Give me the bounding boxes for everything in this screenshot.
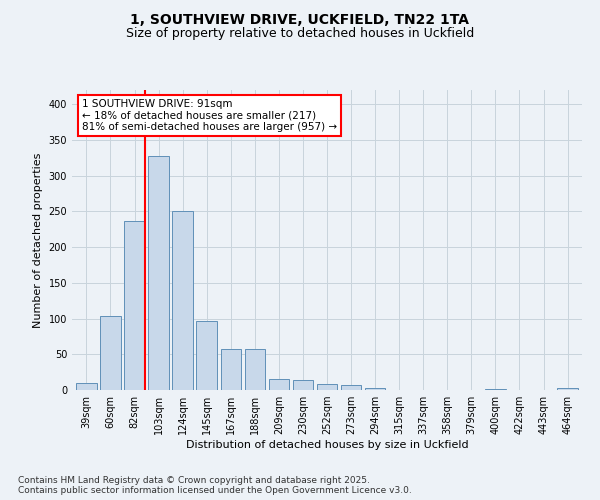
Bar [172,212,193,390]
Text: Size of property relative to detached houses in Uckfield: Size of property relative to detached ho… [126,28,474,40]
Bar [269,380,289,390]
Bar [245,348,265,390]
Text: 1, SOUTHVIEW DRIVE, UCKFIELD, TN22 1TA: 1, SOUTHVIEW DRIVE, UCKFIELD, TN22 1TA [131,12,470,26]
Bar [124,220,145,390]
Y-axis label: Number of detached properties: Number of detached properties [33,152,43,328]
Text: Contains HM Land Registry data © Crown copyright and database right 2025.
Contai: Contains HM Land Registry data © Crown c… [18,476,412,495]
Bar [365,388,385,390]
Bar [341,385,361,390]
Text: 1 SOUTHVIEW DRIVE: 91sqm
← 18% of detached houses are smaller (217)
81% of semi-: 1 SOUTHVIEW DRIVE: 91sqm ← 18% of detach… [82,99,337,132]
Bar [557,388,578,390]
Bar [317,384,337,390]
Bar [221,348,241,390]
Bar [148,156,169,390]
Bar [196,322,217,390]
Bar [100,316,121,390]
Bar [485,388,506,390]
X-axis label: Distribution of detached houses by size in Uckfield: Distribution of detached houses by size … [185,440,469,450]
Bar [76,383,97,390]
Bar [293,380,313,390]
